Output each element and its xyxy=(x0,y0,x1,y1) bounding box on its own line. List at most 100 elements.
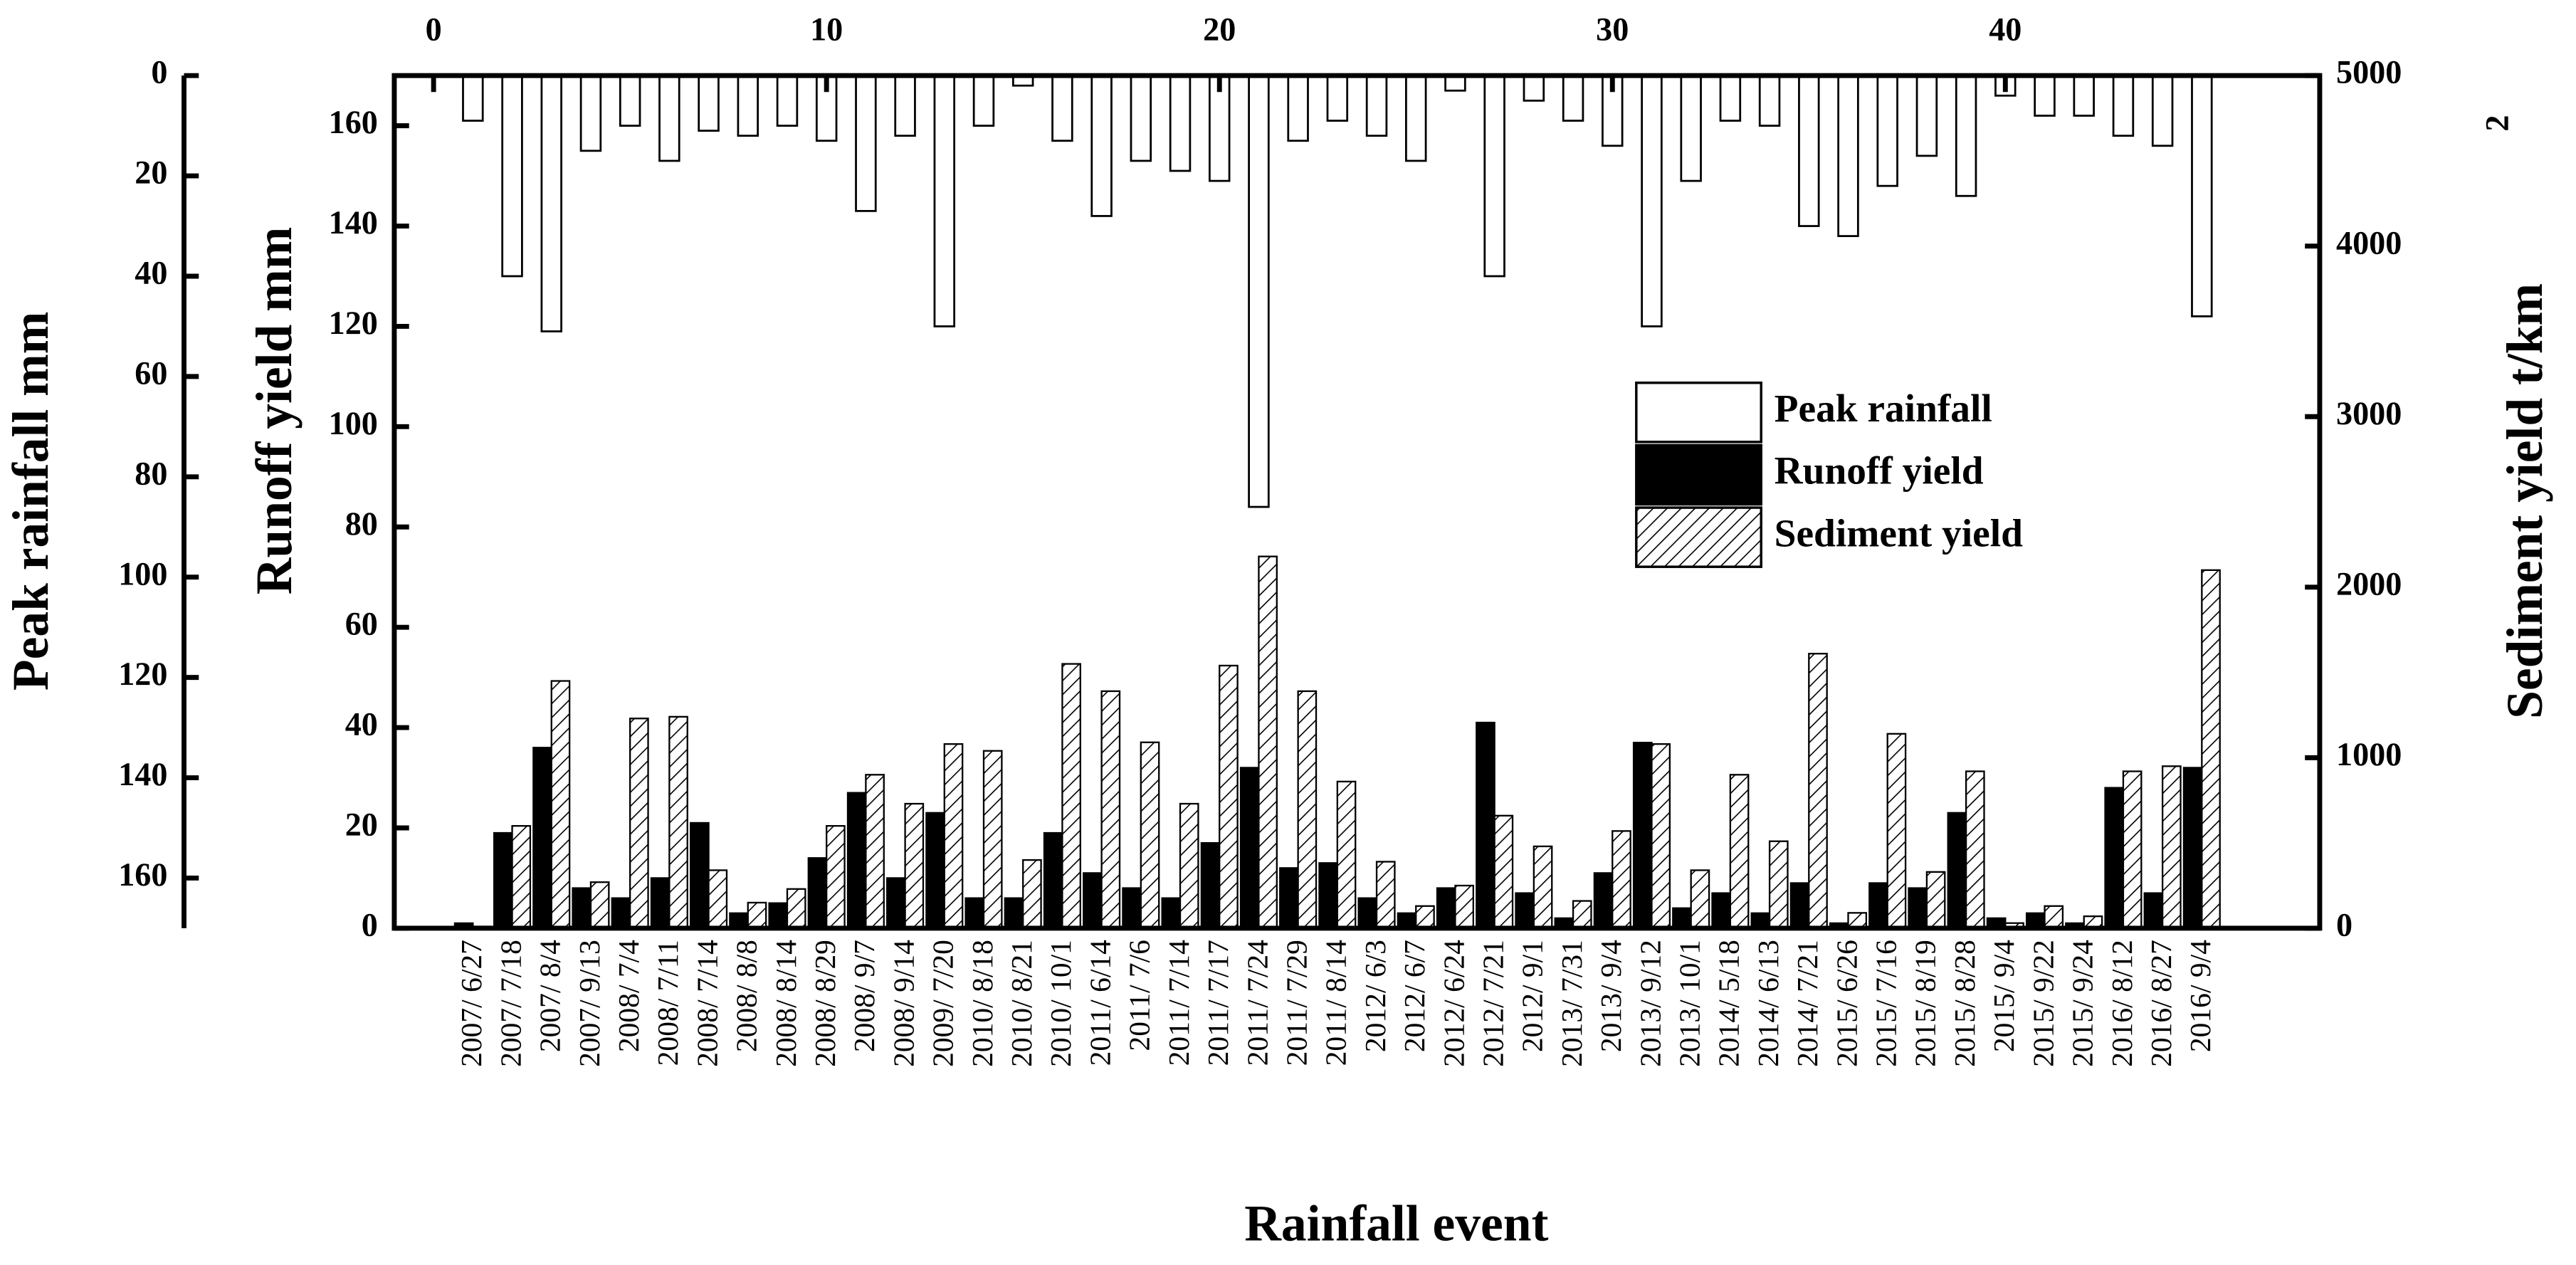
bar xyxy=(2201,569,2221,930)
x-category-label: 2011/ 6/14 xyxy=(1083,940,1116,1066)
bar xyxy=(1043,831,1063,930)
bar xyxy=(904,802,925,930)
bar xyxy=(826,825,846,930)
bar xyxy=(1454,884,1474,930)
bar xyxy=(1090,74,1113,217)
x-category-label: 2008/ 9/7 xyxy=(848,940,880,1052)
bar xyxy=(1876,74,1898,187)
bar xyxy=(619,74,641,127)
y-tick-label: 100 xyxy=(329,405,378,441)
bar xyxy=(807,857,828,930)
bar xyxy=(1908,887,1928,930)
bar xyxy=(776,74,799,127)
x-category-label: 2008/ 9/14 xyxy=(887,940,920,1067)
bar xyxy=(1789,882,1810,930)
x-category-label: 2014/ 5/18 xyxy=(1713,940,1745,1067)
plot-frame xyxy=(391,73,2323,931)
x-tick-label: 30 xyxy=(1596,11,1629,48)
y3-tick-label: 120 xyxy=(118,656,167,692)
bar xyxy=(1612,830,1631,930)
bar xyxy=(1405,74,1427,162)
bar xyxy=(668,715,688,930)
bar xyxy=(964,897,985,930)
y-tick-label: 40 xyxy=(345,706,378,742)
bar xyxy=(1279,867,1299,930)
x-category-label: 2016/ 8/12 xyxy=(2106,940,2138,1067)
x-category-label: 2013/ 9/12 xyxy=(1634,940,1666,1067)
bar xyxy=(650,877,671,930)
y3-tick-label: 140 xyxy=(118,756,167,792)
legend-swatch xyxy=(1635,381,1762,443)
bar xyxy=(786,888,806,930)
x-category-label: 2016/ 8/27 xyxy=(2145,940,2177,1067)
bar xyxy=(1100,690,1121,930)
x-category-label: 2008/ 7/14 xyxy=(690,940,723,1067)
y3-tick-label: 160 xyxy=(118,856,167,893)
x-tick-label: 10 xyxy=(810,11,843,48)
x-tick-label: 40 xyxy=(1989,11,2022,48)
bar xyxy=(2122,770,2143,930)
bar xyxy=(1632,742,1653,930)
x-category-label: 2016/ 9/4 xyxy=(2184,940,2217,1052)
x-category-label: 2011/ 7/6 xyxy=(1123,940,1156,1051)
bar xyxy=(1061,663,1081,930)
bar xyxy=(1022,859,1042,930)
bar xyxy=(493,831,513,930)
bar xyxy=(2034,74,2056,117)
bar xyxy=(1965,770,1985,930)
bar xyxy=(2151,74,2174,147)
bar xyxy=(1297,690,1318,930)
bar xyxy=(1886,733,1907,930)
y-tick-label: 120 xyxy=(329,305,378,341)
bar xyxy=(1515,892,1535,930)
bar xyxy=(1925,871,1946,930)
bar xyxy=(2161,765,2182,930)
y3-tick-label: 20 xyxy=(135,154,167,191)
bar xyxy=(2182,767,2203,930)
x-category-label: 2012/ 6/7 xyxy=(1398,940,1431,1052)
bar xyxy=(1680,74,1702,182)
x-category-label: 2015/ 9/24 xyxy=(2066,940,2099,1067)
bar xyxy=(1808,653,1828,930)
bar xyxy=(1336,780,1357,930)
bar xyxy=(572,887,592,930)
bar xyxy=(2143,892,2164,930)
y2-tick-label: 3000 xyxy=(2336,395,2402,431)
y-tick-label: 0 xyxy=(362,906,378,943)
legend-swatch xyxy=(1635,443,1762,506)
bar xyxy=(2104,787,2125,930)
bar xyxy=(690,822,710,930)
bar xyxy=(1248,74,1270,508)
bar xyxy=(1051,74,1073,142)
x-category-label: 2007/ 8/4 xyxy=(534,940,567,1052)
bar xyxy=(1375,861,1396,930)
x-category-label: 2007/ 7/18 xyxy=(494,940,527,1067)
y2-tick-label: 0 xyxy=(2336,906,2352,943)
x-category-label: 2015/ 8/28 xyxy=(1948,940,1981,1067)
x-category-label: 2015/ 6/26 xyxy=(1830,940,1863,1067)
bar xyxy=(511,825,532,930)
bar xyxy=(2073,74,2095,117)
bar xyxy=(540,74,562,332)
bar xyxy=(1287,74,1309,142)
bar xyxy=(1415,905,1435,930)
bar xyxy=(462,74,484,122)
bar xyxy=(1690,869,1710,930)
bar xyxy=(658,74,680,162)
bar xyxy=(611,897,631,930)
y-tick-label: 140 xyxy=(329,204,378,241)
bar xyxy=(1672,907,1692,930)
x-category-label: 2008/ 8/29 xyxy=(809,940,841,1067)
bar xyxy=(579,74,602,152)
bar xyxy=(2044,905,2064,930)
bar xyxy=(1357,897,1378,930)
legend-label: Sediment yield xyxy=(1775,511,2023,555)
bar xyxy=(1915,74,1938,157)
bar xyxy=(1130,74,1152,162)
bar xyxy=(982,750,1003,930)
bar xyxy=(1533,845,1553,930)
bar xyxy=(943,743,964,930)
y-tick-label: 160 xyxy=(329,104,378,140)
bar xyxy=(589,881,610,930)
